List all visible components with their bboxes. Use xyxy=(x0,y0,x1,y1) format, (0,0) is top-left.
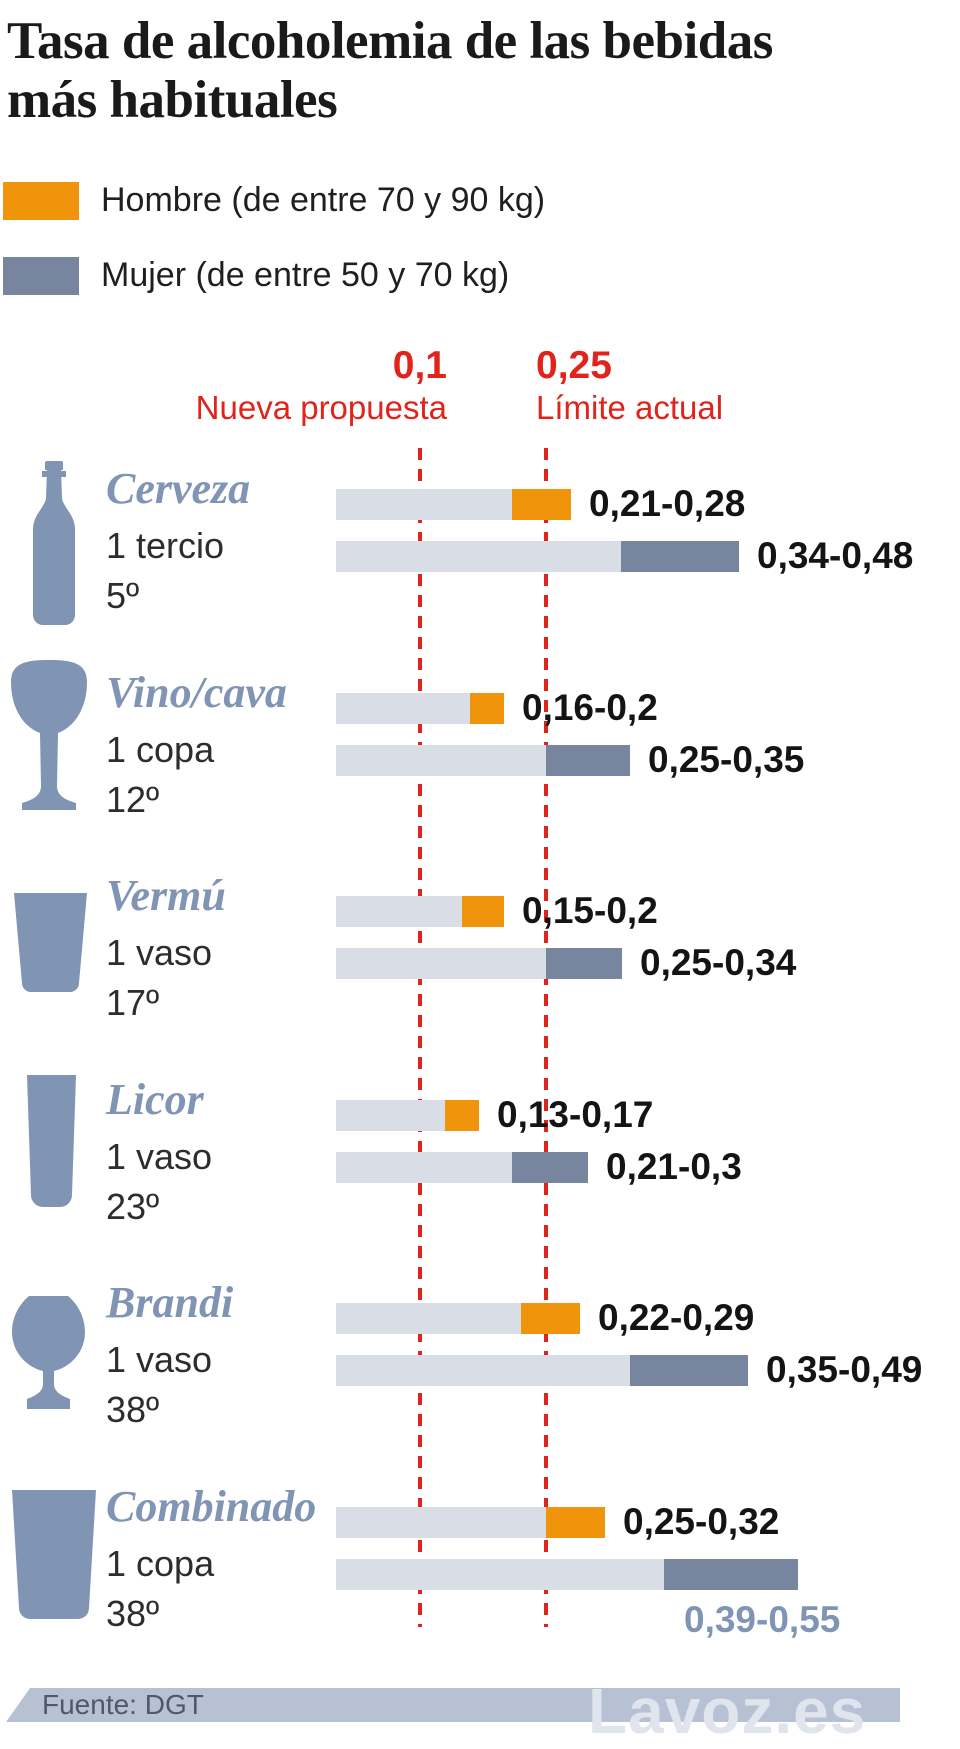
threshold-limite-actual: 0,25 Límite actual xyxy=(536,344,836,428)
drink-name: Brandi xyxy=(106,1278,234,1327)
drink-degrees: 23º xyxy=(106,1186,160,1227)
drink-serving: 1 vaso xyxy=(106,932,213,973)
lavoz-watermark: Lavoz.es xyxy=(588,1675,867,1747)
bar-mujer-track xyxy=(336,948,622,979)
bar-hombre-track xyxy=(336,693,504,724)
bar-hombre-range xyxy=(521,1303,580,1334)
source-text: Fuente: DGT xyxy=(42,1689,204,1720)
drink-degrees: 12º xyxy=(106,779,160,820)
value-label-hombre: 0,21-0,28 xyxy=(589,483,746,524)
drink-row-cerveza: Cerveza 1 tercio 5º 0,21-0,28 0,34-0,48 xyxy=(0,461,960,649)
threshold-value-nueva: 0,1 xyxy=(392,344,447,387)
bar-mujer-track xyxy=(336,541,739,572)
bar-mujer-track xyxy=(336,745,630,776)
tumbler-short-icon xyxy=(11,893,90,997)
value-label-hombre: 0,16-0,2 xyxy=(522,687,658,728)
title-line-2: más habituales xyxy=(7,71,338,130)
reference-line-nueva-propuesta xyxy=(418,448,422,1627)
bar-hombre-track xyxy=(336,1303,580,1334)
drink-name: Vermú xyxy=(106,871,226,920)
bar-hombre-track xyxy=(336,1507,605,1538)
title-line-1: Tasa de alcoholemia de las bebidas xyxy=(7,12,773,70)
drink-serving: 1 copa xyxy=(106,729,215,770)
legend-item-hombre: Hombre (de entre 70 y 90 kg) xyxy=(3,181,545,220)
drink-name: Licor xyxy=(106,1075,204,1124)
drink-degrees: 38º xyxy=(106,1389,160,1430)
legend-label-mujer: Mujer (de entre 50 y 70 kg) xyxy=(101,256,510,294)
bar-mujer-range xyxy=(621,541,739,572)
bar-hombre-track xyxy=(336,1100,479,1131)
drink-degrees: 38º xyxy=(106,1593,160,1634)
legend: Hombre (de entre 70 y 90 kg) Mujer (de e… xyxy=(3,181,545,295)
snifter-icon xyxy=(10,1296,87,1414)
bar-mujer-range xyxy=(664,1559,798,1590)
bar-hombre-range xyxy=(445,1100,479,1131)
legend-item-mujer: Mujer (de entre 50 y 70 kg) xyxy=(3,256,545,295)
threshold-nueva-propuesta: 0,1 Nueva propuesta xyxy=(147,344,447,428)
bar-hombre-track xyxy=(336,896,504,927)
reference-line-limite-actual xyxy=(544,448,548,1627)
drink-serving: 1 vaso xyxy=(106,1339,213,1380)
bar-mujer-track xyxy=(336,1152,588,1183)
drink-row-brandi: Brandi 1 vaso 38º 0,22-0,29 0,35-0,49 xyxy=(0,1278,960,1463)
drink-row-licor: Licor 1 vaso 23º 0,13-0,17 0,21-0,3 xyxy=(0,1075,960,1260)
bar-hombre-range xyxy=(470,693,504,724)
legend-label-hombre: Hombre (de entre 70 y 90 kg) xyxy=(101,181,546,219)
bar-mujer-range xyxy=(546,948,622,979)
value-label-mujer: 0,35-0,49 xyxy=(766,1349,923,1390)
value-label-mujer: 0,25-0,35 xyxy=(648,739,805,780)
drink-name: Combinado xyxy=(106,1482,317,1531)
drink-row-verm-: Vermú 1 vaso 17º 0,15-0,2 0,25-0,34 xyxy=(0,871,960,1056)
beer-bottle-icon xyxy=(30,458,78,630)
value-label-mujer: 0,39-0,55 xyxy=(684,1599,841,1640)
value-label-mujer: 0,21-0,3 xyxy=(606,1146,742,1187)
wine-glass-icon xyxy=(8,660,90,815)
bar-hombre-track xyxy=(336,489,571,520)
bar-mujer-track xyxy=(336,1559,798,1590)
threshold-name-limite: Límite actual xyxy=(536,389,724,426)
hombre-color-swatch xyxy=(3,181,79,220)
value-label-hombre: 0,15-0,2 xyxy=(522,890,658,931)
source-band: Fuente: DGT xyxy=(6,1688,900,1722)
drink-row-vino-cava: Vino/cava 1 copa 12º 0,16-0,2 0,25-0,35 xyxy=(0,660,960,853)
drink-degrees: 17º xyxy=(106,982,160,1023)
drink-serving: 1 vaso xyxy=(106,1136,213,1177)
value-label-mujer: 0,25-0,34 xyxy=(640,942,797,983)
tall-glass-wide-icon xyxy=(9,1490,99,1625)
value-label-mujer: 0,34-0,48 xyxy=(757,535,914,576)
drink-row-combinado: Combinado 1 copa 38º 0,25-0,32 0,39-0,55 xyxy=(0,1482,960,1667)
bar-mujer-range xyxy=(546,745,630,776)
bar-hombre-range xyxy=(546,1507,605,1538)
drink-name: Vino/cava xyxy=(106,668,287,717)
mujer-color-swatch xyxy=(3,256,79,295)
value-label-hombre: 0,25-0,32 xyxy=(623,1501,780,1542)
bar-hombre-range xyxy=(462,896,504,927)
drink-name: Cerveza xyxy=(106,464,251,513)
bar-mujer-range xyxy=(512,1152,588,1183)
threshold-name-nueva: Nueva propuesta xyxy=(195,389,447,426)
bar-hombre-range xyxy=(512,489,571,520)
bar-mujer-range xyxy=(630,1355,748,1386)
page-title: Tasa de alcoholemia de las bebidas más h… xyxy=(7,12,887,131)
value-label-hombre: 0,13-0,17 xyxy=(497,1094,654,1135)
tall-glass-narrow-icon xyxy=(25,1075,78,1213)
value-label-hombre: 0,22-0,29 xyxy=(598,1297,755,1338)
bar-mujer-track xyxy=(336,1355,748,1386)
drink-degrees: 5º xyxy=(106,575,140,616)
drink-serving: 1 tercio xyxy=(106,525,225,566)
drink-serving: 1 copa xyxy=(106,1543,215,1584)
threshold-value-limite: 0,25 xyxy=(536,344,612,387)
